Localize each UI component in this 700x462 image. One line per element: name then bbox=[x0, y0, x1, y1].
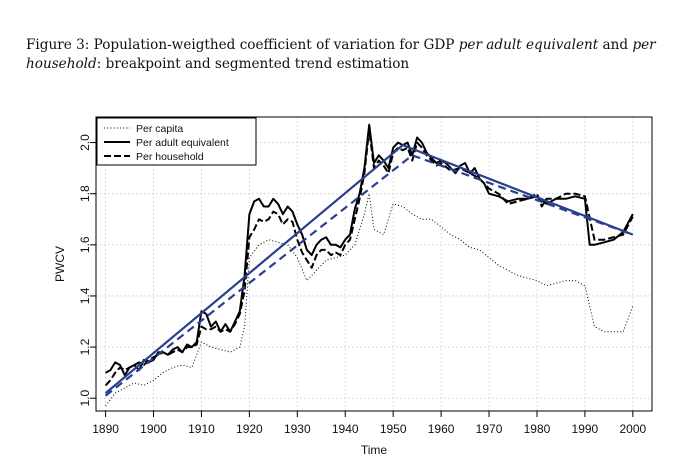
caption-suffix: : breakpoint and segmented trend estimat… bbox=[96, 56, 410, 72]
caption-italic-1: per adult equivalent bbox=[458, 37, 599, 53]
x-tick-label: 1950 bbox=[380, 422, 407, 436]
per-household-line bbox=[104, 128, 634, 387]
per-capita-line bbox=[105, 193, 634, 407]
per-household-trend-line bbox=[104, 154, 634, 397]
x-axis-label: Time bbox=[361, 443, 388, 457]
y-axis-label: PWCV bbox=[53, 246, 67, 282]
x-axis: 1890 1900 1910 1920 1930 1940 1950 1960 1970 1980… bbox=[92, 411, 646, 436]
series-layer bbox=[104, 123, 634, 407]
legend-label: Per capita bbox=[136, 123, 183, 135]
x-tick-label: 1940 bbox=[332, 422, 359, 436]
x-tick-label: 2000 bbox=[619, 422, 646, 436]
grid-lines bbox=[96, 117, 652, 411]
y-tick-label: 2.0 bbox=[78, 134, 92, 151]
per-adult-equivalent-trend-line bbox=[104, 144, 634, 394]
y-tick-label: 1.0 bbox=[78, 390, 92, 407]
x-tick-label: 1990 bbox=[572, 422, 599, 436]
y-axis: 1.0 1.2 1.4 1.6 1.8 2.0 bbox=[78, 134, 96, 407]
caption-italic-2: per household bbox=[26, 37, 656, 72]
legend: Per capita Per adult equivalent Per househ… bbox=[96, 117, 257, 166]
x-tick-label: 1920 bbox=[236, 422, 263, 436]
x-tick-label: 1980 bbox=[524, 422, 551, 436]
y-tick-label: 1.2 bbox=[78, 338, 92, 355]
y-tick-label: 1.8 bbox=[78, 185, 92, 202]
legend-label: Per household bbox=[136, 151, 204, 163]
x-tick-label: 1930 bbox=[284, 422, 311, 436]
x-tick-label: 1970 bbox=[476, 422, 503, 436]
x-tick-label: 1900 bbox=[140, 422, 167, 436]
figure-caption: Figure 3: Population-weigthed coefficien… bbox=[26, 36, 694, 74]
caption-mid: and bbox=[598, 37, 633, 53]
caption-prefix: Figure 3: Population-weigthed coefficien… bbox=[26, 37, 459, 53]
y-tick-label: 1.4 bbox=[78, 287, 92, 304]
x-tick-label: 1890 bbox=[92, 422, 119, 436]
x-tick-label: 1960 bbox=[428, 422, 455, 436]
x-tick-label: 1910 bbox=[188, 422, 215, 436]
y-tick-label: 1.6 bbox=[78, 236, 92, 253]
legend-label: Per adult equivalent bbox=[136, 137, 229, 149]
plot-frame bbox=[95, 116, 653, 412]
